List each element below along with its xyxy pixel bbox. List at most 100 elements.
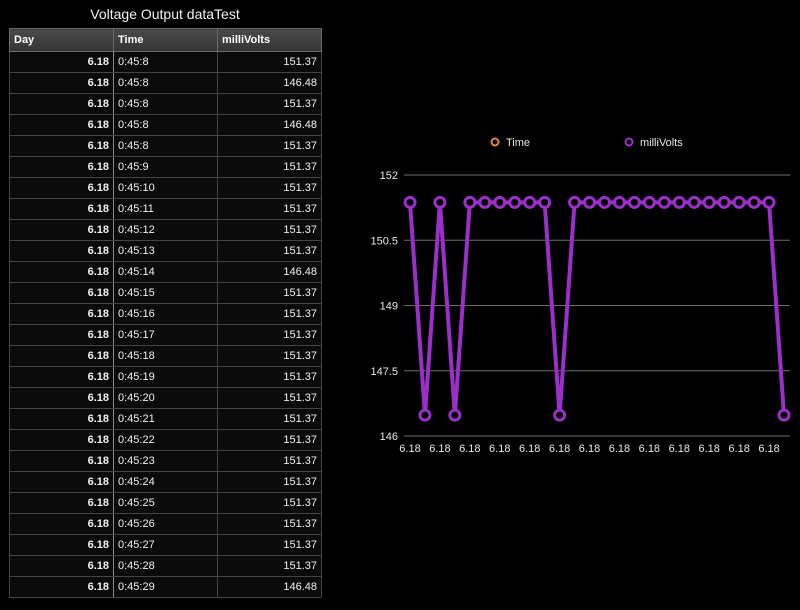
table-row[interactable]: 6.18 0:45:20 151.37 xyxy=(9,387,322,409)
cell-millivolts[interactable]: 151.37 xyxy=(217,534,322,556)
cell-day[interactable]: 6.18 xyxy=(9,282,114,304)
cell-time[interactable]: 0:45:22 xyxy=(113,429,218,451)
data-point xyxy=(627,195,641,209)
table-row[interactable]: 6.18 0:45:13 151.37 xyxy=(9,240,322,262)
legend-marker-time xyxy=(490,137,500,147)
column-header-day[interactable]: Day xyxy=(9,28,114,52)
table-row[interactable]: 6.18 0:45:9 151.37 xyxy=(9,156,322,178)
cell-time[interactable]: 0:45:17 xyxy=(113,324,218,346)
data-point xyxy=(747,195,761,209)
x-tick-label: 6.18 xyxy=(639,443,660,455)
table-row[interactable]: 6.18 0:45:26 151.37 xyxy=(9,513,322,535)
table-row[interactable]: 6.18 0:45:27 151.37 xyxy=(9,534,322,556)
cell-millivolts[interactable]: 151.37 xyxy=(217,492,322,514)
cell-millivolts[interactable]: 151.37 xyxy=(217,93,322,115)
cell-time[interactable]: 0:45:8 xyxy=(113,72,218,94)
cell-time[interactable]: 0:45:8 xyxy=(113,93,218,115)
cell-time[interactable]: 0:45:16 xyxy=(113,303,218,325)
x-tick-label: 6.18 xyxy=(549,443,570,455)
cell-day[interactable]: 6.18 xyxy=(9,51,114,73)
cell-millivolts[interactable]: 151.37 xyxy=(217,555,322,577)
table-row[interactable]: 6.18 0:45:8 146.48 xyxy=(9,72,322,94)
table-row[interactable]: 6.18 0:45:8 151.37 xyxy=(9,135,322,157)
cell-millivolts[interactable]: 151.37 xyxy=(217,366,322,388)
cell-millivolts[interactable]: 146.48 xyxy=(217,261,322,283)
table-row[interactable]: 6.18 0:45:12 151.37 xyxy=(9,219,322,241)
cell-time[interactable]: 0:45:13 xyxy=(113,240,218,262)
data-point xyxy=(568,195,582,209)
table-row[interactable]: 6.18 0:45:10 151.37 xyxy=(9,177,322,199)
cell-millivolts[interactable]: 151.37 xyxy=(217,240,322,262)
data-point xyxy=(523,195,537,209)
cell-time[interactable]: 0:45:11 xyxy=(113,198,218,220)
cell-day[interactable]: 6.18 xyxy=(9,387,114,409)
data-point xyxy=(463,195,477,209)
table-row[interactable]: 6.18 0:45:19 151.37 xyxy=(9,366,322,388)
table-row[interactable]: 6.18 0:45:8 146.48 xyxy=(9,114,322,136)
cell-time[interactable]: 0:45:24 xyxy=(113,471,218,493)
cell-millivolts[interactable]: 151.37 xyxy=(217,471,322,493)
table-row[interactable]: 6.18 0:45:24 151.37 xyxy=(9,471,322,493)
cell-day[interactable]: 6.18 xyxy=(9,366,114,388)
series-line-millivolts xyxy=(408,200,786,418)
data-point xyxy=(597,195,611,209)
y-tick-label: 149 xyxy=(380,301,398,313)
cell-millivolts[interactable]: 151.37 xyxy=(217,387,322,409)
cell-millivolts[interactable]: 151.37 xyxy=(217,450,322,472)
data-point xyxy=(762,195,776,209)
data-point xyxy=(493,195,507,209)
cell-millivolts[interactable]: 151.37 xyxy=(217,408,322,430)
data-table: Day Time milliVolts 6.18 0:45:8 151.37 6.18… xyxy=(9,28,322,598)
cell-time[interactable]: 0:45:23 xyxy=(113,450,218,472)
cell-millivolts[interactable]: 151.37 xyxy=(217,324,322,346)
table-row[interactable]: 6.18 0:45:28 151.37 xyxy=(9,555,322,577)
cell-millivolts[interactable]: 151.37 xyxy=(217,177,322,199)
cell-day[interactable]: 6.18 xyxy=(9,156,114,178)
cell-day[interactable]: 6.18 xyxy=(9,72,114,94)
cell-day[interactable]: 6.18 xyxy=(9,534,114,556)
column-header-time[interactable]: Time xyxy=(113,28,218,52)
cell-time[interactable]: 0:45:27 xyxy=(113,534,218,556)
cell-day[interactable]: 6.18 xyxy=(9,450,114,472)
cell-millivolts[interactable]: 151.37 xyxy=(217,156,322,178)
cell-day[interactable]: 6.18 xyxy=(9,513,114,535)
table-row[interactable]: 6.18 0:45:29 146.48 xyxy=(9,576,322,598)
table-row[interactable]: 6.18 0:45:21 151.37 xyxy=(9,408,322,430)
cell-time[interactable]: 0:45:26 xyxy=(113,513,218,535)
cell-time[interactable]: 0:45:15 xyxy=(113,282,218,304)
table-row[interactable]: 6.18 0:45:17 151.37 xyxy=(9,324,322,346)
cell-millivolts[interactable]: 146.48 xyxy=(217,576,322,598)
cell-millivolts[interactable]: 146.48 xyxy=(217,114,322,136)
legend-label-millivolts: milliVolts xyxy=(640,137,683,149)
cell-time[interactable]: 0:45:8 xyxy=(113,51,218,73)
cell-millivolts[interactable]: 151.37 xyxy=(217,135,322,157)
cell-time[interactable]: 0:45:29 xyxy=(113,576,218,598)
cell-millivolts[interactable]: 151.37 xyxy=(217,513,322,535)
cell-time[interactable]: 0:45:25 xyxy=(113,492,218,514)
table-row[interactable]: 6.18 0:45:25 151.37 xyxy=(9,492,322,514)
cell-day[interactable]: 6.18 xyxy=(9,114,114,136)
data-point xyxy=(418,408,432,422)
cell-day[interactable]: 6.18 xyxy=(9,219,114,241)
y-tick-label: 147.5 xyxy=(370,366,398,378)
data-point xyxy=(538,195,552,209)
data-point xyxy=(642,195,656,209)
sheet-title: Voltage Output dataTest xyxy=(90,6,240,22)
cell-time[interactable]: 0:45:19 xyxy=(113,366,218,388)
x-tick-label: 6.18 xyxy=(609,443,630,455)
data-point xyxy=(672,195,686,209)
cell-time[interactable]: 0:45:8 xyxy=(113,135,218,157)
table-row[interactable]: 6.18 0:45:14 146.48 xyxy=(9,261,322,283)
x-tick-label: 6.18 xyxy=(698,443,719,455)
cell-time[interactable]: 0:45:9 xyxy=(113,156,218,178)
cell-day[interactable]: 6.18 xyxy=(9,261,114,283)
cell-millivolts[interactable]: 151.37 xyxy=(217,345,322,367)
table-row[interactable]: 6.18 0:45:23 151.37 xyxy=(9,450,322,472)
cell-time[interactable]: 0:45:28 xyxy=(113,555,218,577)
cell-day[interactable]: 6.18 xyxy=(9,324,114,346)
cell-day[interactable]: 6.18 xyxy=(9,429,114,451)
cell-day[interactable]: 6.18 xyxy=(9,240,114,262)
cell-day[interactable]: 6.18 xyxy=(9,345,114,367)
legend-marker-millivolts xyxy=(624,137,634,147)
